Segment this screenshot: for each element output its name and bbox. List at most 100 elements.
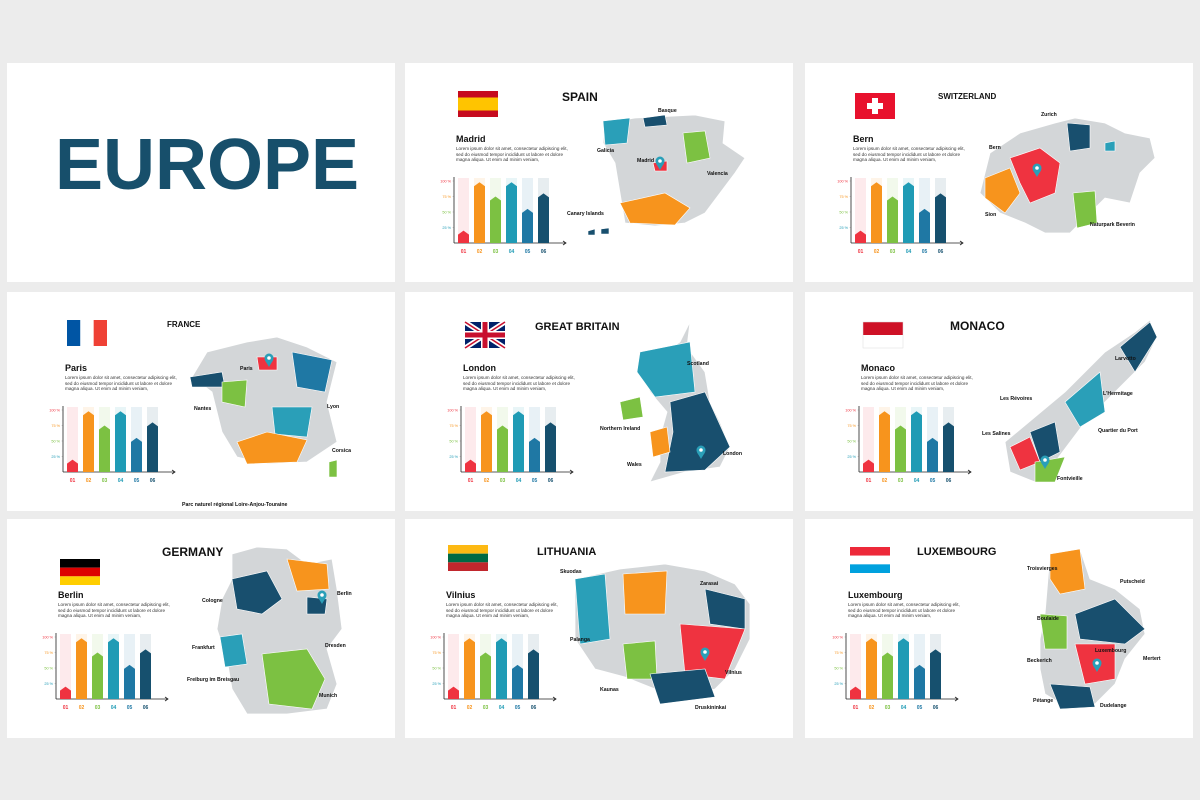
place-label: Galicia: [597, 148, 614, 154]
bar: [911, 411, 922, 472]
y-tick-label: 75 %: [839, 195, 848, 199]
capital-name: Vilnius: [446, 590, 475, 600]
map-pin-dot: [1095, 661, 1099, 665]
place-label: Mertert: [1143, 656, 1161, 662]
slide-graphics: LUXEMBOURG Luxembourg Troisvierges Putschei…: [832, 546, 1161, 711]
body-text: Lorem ipsum dolor sit amet, consectetur …: [463, 375, 575, 392]
x-tick-label: 01: [853, 705, 859, 711]
flag-stripe: [60, 559, 100, 568]
y-tick-label: 100 %: [49, 409, 60, 413]
place-label: Fontvieille: [1057, 476, 1083, 482]
place-label: Druskininkai: [695, 705, 727, 711]
place-label: Skuodas: [560, 569, 582, 575]
place-label: Larvotto: [1115, 356, 1136, 362]
bar: [108, 638, 119, 699]
y-tick-label: 25 %: [449, 455, 458, 459]
bar: [76, 638, 87, 699]
place-label: Sion: [985, 212, 996, 218]
bar: [513, 411, 524, 472]
body-text: Lorem ipsum dolor sit amet, consectetur …: [848, 602, 960, 619]
map-outline: [602, 114, 746, 227]
x-tick-label: 04: [901, 705, 907, 711]
capital-name: Paris: [65, 363, 87, 373]
y-tick-label: 25 %: [442, 226, 451, 230]
map-region: [1074, 598, 1146, 645]
body-text: Lorem ipsum dolor sit amet, consectetur …: [456, 146, 568, 163]
country-slide: MONACO Monaco Larvotto Les Révoires L'Hermit…: [805, 292, 1193, 511]
x-tick-label: 03: [500, 478, 506, 484]
x-tick-label: 04: [516, 478, 522, 484]
flag-stripe: [448, 553, 488, 563]
flag-stripe: [458, 97, 498, 111]
capital-name: London: [463, 363, 496, 373]
bar: [474, 182, 485, 243]
bar-background: [67, 407, 78, 472]
x-tick-label: 03: [102, 478, 108, 484]
x-tick-label: 02: [882, 478, 888, 484]
y-tick-label: 50 %: [44, 667, 53, 671]
country-slide: SPAIN Madrid Basque Galicia Madrid Valencia Ca…: [405, 63, 793, 282]
place-label: Putscheid: [1120, 579, 1145, 585]
capital-name: Bern: [853, 134, 874, 144]
body-text: Lorem ipsum dolor sit amet, consectetur …: [853, 146, 965, 163]
bar: [863, 459, 874, 472]
map-region: [587, 228, 596, 236]
map-region: [984, 167, 1021, 214]
bar-background: [465, 407, 476, 472]
y-tick-label: 25 %: [432, 682, 441, 686]
flag-stripe: [67, 320, 81, 346]
y-tick-label: 100 %: [430, 636, 441, 640]
flag-stripe: [448, 562, 488, 571]
x-tick-label: 03: [95, 705, 101, 711]
bar: [497, 425, 508, 472]
body-text: Lorem ipsum dolor sit amet, consectetur …: [446, 602, 558, 619]
bar: [67, 459, 78, 472]
flag-border: [862, 321, 904, 349]
place-label: Munich: [319, 693, 337, 699]
slide-graphics: GERMANY Berlin Cologne Berlin Frankfurt Dresd…: [42, 545, 352, 715]
body-text: Lorem ipsum dolor sit amet, consectetur …: [861, 375, 973, 392]
bar: [850, 686, 861, 699]
x-tick-label: 03: [483, 705, 489, 711]
x-tick-label: 06: [150, 478, 156, 484]
x-tick-label: 05: [127, 705, 133, 711]
bar-background: [448, 634, 459, 699]
map-region: [619, 192, 691, 226]
map-pin-dot: [267, 356, 271, 360]
bar: [927, 437, 938, 472]
place-label: Basque: [658, 108, 677, 114]
bar: [99, 425, 110, 472]
flag-stripe: [458, 91, 498, 98]
flag-stripe: [458, 110, 498, 117]
map-region: [1029, 421, 1061, 463]
country-slide: GREAT BRITAIN London Scotland Northern Irel…: [405, 292, 793, 511]
y-tick-label: 50 %: [432, 667, 441, 671]
map-pin: [1092, 658, 1102, 672]
x-tick-label: 02: [869, 705, 875, 711]
bar: [147, 422, 158, 472]
place-label: Beckerich: [1027, 658, 1052, 664]
map-pin-dot: [1043, 458, 1047, 462]
place-label: Parc naturel régional Loire-Anjou-Tourai…: [182, 502, 288, 508]
x-tick-label: 05: [922, 249, 928, 255]
bar: [871, 182, 882, 243]
bar: [480, 652, 491, 699]
place-label: L'Hermitage: [1103, 391, 1133, 397]
x-tick-label: 02: [467, 705, 473, 711]
place-label: Les Révoires: [1000, 396, 1032, 402]
capital-name: Monaco: [861, 363, 896, 373]
map-region: [1066, 122, 1091, 152]
y-tick-label: 75 %: [51, 424, 60, 428]
bar-background: [458, 178, 469, 243]
place-label: Freiburg im Breisgau: [187, 677, 239, 683]
bar: [882, 652, 893, 699]
y-tick-label: 100 %: [440, 180, 451, 184]
map-pin-dot: [1035, 166, 1039, 170]
place-label: Pétange: [1033, 698, 1053, 704]
map-pin: [696, 445, 706, 459]
bar: [545, 422, 556, 472]
y-tick-label: 75 %: [44, 651, 53, 655]
map-region: [231, 570, 283, 615]
x-tick-label: 02: [874, 249, 880, 255]
slide-graphics: GREAT BRITAIN London Scotland Northern Irel…: [447, 319, 742, 484]
